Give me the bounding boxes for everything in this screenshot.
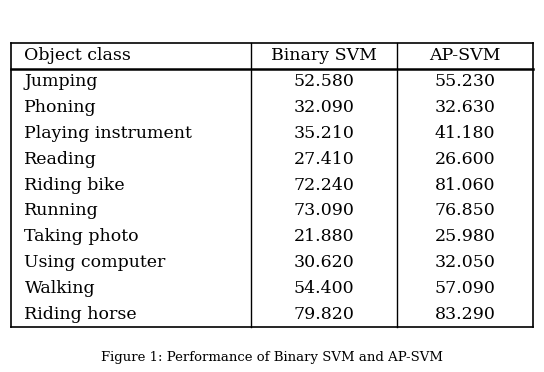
Text: 79.820: 79.820 (294, 306, 355, 323)
Text: Object class: Object class (24, 47, 131, 64)
Text: Figure 1: Performance of Binary SVM and AP-SVM: Figure 1: Performance of Binary SVM and … (101, 351, 443, 363)
Text: 41.180: 41.180 (435, 125, 496, 142)
Text: 26.600: 26.600 (435, 151, 496, 168)
Text: 52.580: 52.580 (294, 73, 355, 90)
Text: 76.850: 76.850 (435, 202, 496, 219)
Text: 81.060: 81.060 (435, 177, 496, 193)
Text: 32.090: 32.090 (294, 99, 355, 116)
Text: 57.090: 57.090 (435, 280, 496, 297)
Text: 83.290: 83.290 (435, 306, 496, 323)
Text: Riding horse: Riding horse (24, 306, 137, 323)
Text: Reading: Reading (24, 151, 97, 168)
Text: Taking photo: Taking photo (24, 228, 139, 245)
Text: 55.230: 55.230 (435, 73, 496, 90)
Text: Phoning: Phoning (24, 99, 97, 116)
Text: AP-SVM: AP-SVM (429, 47, 501, 64)
Text: 30.620: 30.620 (294, 254, 355, 271)
Text: 21.880: 21.880 (294, 228, 355, 245)
Text: Jumping: Jumping (24, 73, 98, 90)
Text: 54.400: 54.400 (294, 280, 355, 297)
Text: Binary SVM: Binary SVM (271, 47, 377, 64)
Text: 25.980: 25.980 (435, 228, 496, 245)
Text: Playing instrument: Playing instrument (24, 125, 193, 142)
Text: 32.050: 32.050 (435, 254, 496, 271)
Text: Running: Running (24, 202, 99, 219)
Text: 72.240: 72.240 (294, 177, 355, 193)
Text: Walking: Walking (24, 280, 95, 297)
Text: Using computer: Using computer (24, 254, 166, 271)
Text: Riding bike: Riding bike (24, 177, 125, 193)
Text: 73.090: 73.090 (294, 202, 355, 219)
Text: 27.410: 27.410 (294, 151, 355, 168)
Text: 35.210: 35.210 (294, 125, 355, 142)
Text: 32.630: 32.630 (435, 99, 496, 116)
